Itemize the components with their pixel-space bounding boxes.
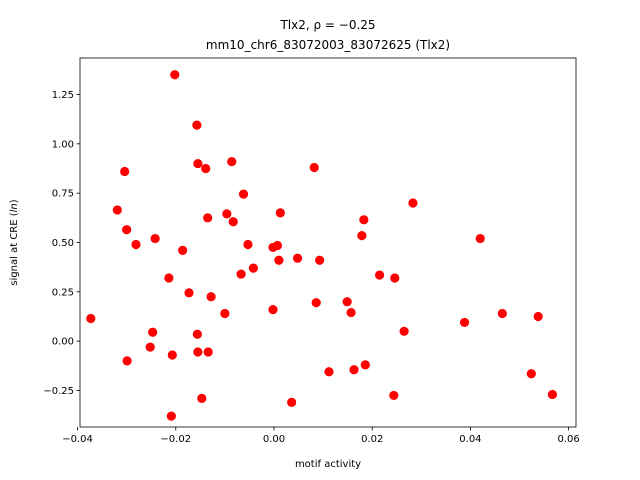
y-axis-ticks: −0.25 0.00 0.25 0.50 0.75 1.00 1.25 xyxy=(43,90,80,397)
data-point xyxy=(389,390,399,401)
data-point xyxy=(268,304,278,315)
data-point xyxy=(357,230,367,241)
data-point xyxy=(399,326,409,336)
data-point xyxy=(112,205,122,215)
y-tick-label: 0.25 xyxy=(52,287,74,298)
data-point xyxy=(227,156,237,167)
x-tick-label: 0.02 xyxy=(361,434,383,445)
data-point xyxy=(274,255,284,265)
data-points xyxy=(86,70,558,421)
x-tick-label: −0.04 xyxy=(62,434,93,445)
x-tick-label: 0.06 xyxy=(558,434,580,445)
y-axis-label: signal at CRE (ln) xyxy=(9,199,20,285)
data-point xyxy=(201,163,211,174)
data-point xyxy=(309,162,319,173)
data-point xyxy=(206,292,216,302)
y-axis-label-suffix: ) xyxy=(9,199,20,203)
data-point xyxy=(342,297,352,307)
data-point xyxy=(222,209,232,219)
data-point xyxy=(192,120,202,130)
data-point xyxy=(272,240,283,251)
x-tick-label: 0.00 xyxy=(263,434,285,445)
chart-title-line1: Tlx2, ρ = −0.25 xyxy=(279,18,375,32)
data-point xyxy=(292,253,303,263)
data-point xyxy=(287,397,297,407)
data-point xyxy=(120,166,130,177)
data-point xyxy=(184,288,194,298)
data-point xyxy=(475,233,485,244)
data-point xyxy=(167,350,177,360)
data-point xyxy=(122,225,132,235)
data-point xyxy=(533,311,543,322)
data-point xyxy=(86,313,96,324)
data-point xyxy=(197,393,207,403)
data-point xyxy=(248,263,258,273)
y-axis-label-prefix: signal at CRE ( xyxy=(9,212,20,285)
data-point xyxy=(408,198,418,208)
data-point xyxy=(238,189,249,199)
data-point xyxy=(275,208,285,218)
y-axis-label-italic: ln xyxy=(9,203,20,212)
data-point xyxy=(131,239,141,250)
data-point xyxy=(122,356,132,366)
data-point xyxy=(390,273,400,283)
chart-title-line2: mm10_chr6_83072003_83072625 (Tlx2) xyxy=(206,38,450,52)
data-point xyxy=(346,307,356,318)
y-tick-label: 1.00 xyxy=(52,139,74,150)
data-point xyxy=(228,217,238,227)
y-tick-label: 0.50 xyxy=(52,238,74,249)
data-point xyxy=(164,273,174,283)
data-point xyxy=(166,411,176,421)
data-point xyxy=(236,269,246,279)
data-point xyxy=(170,70,180,80)
data-point xyxy=(150,233,160,244)
data-point xyxy=(360,360,370,370)
data-point xyxy=(497,308,507,319)
data-point xyxy=(148,327,158,337)
data-point xyxy=(192,329,202,339)
data-point xyxy=(203,213,213,223)
data-point xyxy=(145,342,155,352)
data-point xyxy=(193,158,203,169)
data-point xyxy=(547,389,558,400)
x-tick-label: 0.04 xyxy=(459,434,481,445)
data-point xyxy=(459,317,470,328)
y-tick-label: 1.25 xyxy=(52,90,74,101)
data-point xyxy=(526,369,536,379)
data-point xyxy=(315,255,325,265)
data-point xyxy=(359,215,369,225)
data-point xyxy=(243,239,253,250)
y-tick-label: 0.00 xyxy=(52,337,74,348)
data-point xyxy=(311,298,321,308)
x-axis-label: motif activity xyxy=(295,459,361,470)
y-tick-label: 0.75 xyxy=(52,189,74,200)
data-point xyxy=(324,367,334,377)
data-point xyxy=(193,347,203,357)
data-point xyxy=(178,245,188,255)
data-point xyxy=(203,347,213,357)
data-point xyxy=(220,308,230,319)
y-tick-label: −0.25 xyxy=(43,386,74,397)
x-tick-label: −0.02 xyxy=(160,434,191,445)
data-point xyxy=(374,270,385,280)
data-point xyxy=(349,365,359,375)
x-axis-ticks: −0.04 −0.02 0.00 0.02 0.04 0.06 xyxy=(62,427,580,445)
